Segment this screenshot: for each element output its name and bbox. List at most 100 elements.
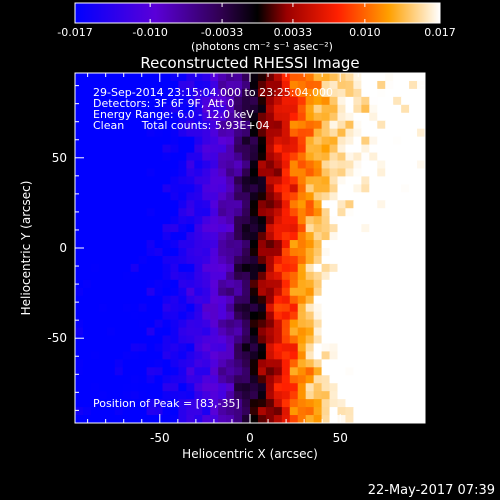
heatmap-cell	[226, 287, 235, 297]
heatmap-cell	[250, 399, 259, 408]
heatmap-cell	[234, 120, 243, 130]
heatmap-cell	[289, 73, 299, 82]
heatmap-cell	[297, 152, 307, 162]
heatmap-cell	[210, 343, 219, 352]
heatmap-cell	[234, 263, 243, 273]
heatmap-cell	[305, 279, 315, 289]
colorbar-tick-label: -0.017	[57, 26, 92, 39]
heatmap-cell	[289, 415, 299, 423]
heatmap-cell	[377, 88, 386, 98]
heatmap-cell	[82, 232, 92, 241]
heatmap-cell	[305, 232, 315, 241]
heatmap-cell	[242, 303, 251, 313]
heatmap-cell	[329, 200, 339, 209]
heatmap-cell	[122, 327, 132, 337]
heatmap-cell	[369, 168, 378, 177]
heatmap-cell	[146, 200, 156, 209]
heatmap-cell	[75, 200, 84, 209]
heatmap-cell	[122, 367, 132, 376]
heatmap-cell	[265, 383, 275, 392]
heatmap-cell	[202, 319, 211, 329]
heatmap-cell	[98, 351, 108, 360]
heatmap-cell	[297, 184, 307, 193]
heatmap-cell	[273, 383, 283, 392]
heatmap-cell	[257, 359, 267, 368]
heatmap-cell	[265, 224, 275, 233]
heatmap-cell	[226, 327, 235, 337]
heatmap-cell	[353, 88, 362, 98]
heatmap-cell	[90, 359, 100, 368]
heatmap-cell	[226, 184, 235, 193]
heatmap-cell	[138, 383, 148, 392]
heatmap-cell	[146, 311, 156, 321]
heatmap-cell	[106, 216, 116, 225]
heatmap-cell	[337, 240, 347, 249]
heatmap-cell	[401, 152, 410, 162]
heatmap-cell	[281, 88, 291, 98]
heatmap-cell	[130, 359, 140, 368]
heatmap-cell	[75, 96, 84, 106]
heatmap-cell	[305, 144, 315, 154]
heatmap-cell	[210, 407, 219, 416]
heatmap-cell	[313, 383, 323, 392]
heatmap-cell	[401, 144, 410, 154]
heatmap-cell	[75, 208, 84, 217]
heatmap-cell	[114, 240, 124, 249]
heatmap-cell	[122, 152, 132, 162]
heatmap-cell	[337, 216, 347, 225]
heatmap-cell	[337, 104, 347, 114]
heatmap-cell	[98, 128, 108, 138]
heatmap-cell	[321, 224, 331, 233]
heatmap-cell	[226, 200, 235, 209]
heatmap-cell	[257, 136, 267, 146]
heatmap-cell	[257, 327, 267, 337]
heatmap-cell	[186, 248, 195, 257]
heatmap-cell	[90, 96, 100, 106]
heatmap-cell	[353, 295, 362, 305]
heatmap-cell	[210, 160, 219, 170]
heatmap-cell	[242, 327, 251, 337]
heatmap-cell	[106, 271, 116, 281]
heatmap-cell	[130, 144, 140, 154]
heatmap-cell	[210, 279, 219, 289]
heatmap-cell	[162, 128, 172, 138]
heatmap-cell	[345, 104, 354, 114]
heatmap-cell	[385, 240, 394, 249]
heatmap-cell	[385, 224, 394, 233]
heatmap-cell	[345, 200, 354, 209]
heatmap-cell	[329, 73, 339, 82]
heatmap-cell	[401, 208, 410, 217]
heatmap-cell	[114, 295, 124, 305]
heatmap-cell	[313, 160, 323, 170]
heatmap-cell	[369, 200, 378, 209]
heatmap-cell	[273, 128, 283, 138]
heatmap-cell	[417, 112, 425, 122]
heatmap-cell	[98, 240, 108, 249]
heatmap-cell	[265, 415, 275, 423]
heatmap-cell	[98, 104, 108, 114]
heatmap-cell	[234, 232, 243, 241]
heatmap-cell	[162, 343, 172, 352]
heatmap-cell	[130, 184, 140, 193]
heatmap-cell	[321, 152, 331, 162]
heatmap-cell	[250, 240, 259, 249]
heatmap-cell	[313, 391, 323, 400]
heatmap-cell	[377, 144, 386, 154]
heatmap-cell	[353, 144, 362, 154]
heatmap-cell	[146, 224, 156, 233]
heatmap-cell	[218, 88, 227, 98]
heatmap-cell	[82, 399, 92, 408]
heatmap-cell	[218, 136, 227, 146]
heatmap-cell	[90, 287, 100, 297]
heatmap-cell	[82, 375, 92, 384]
heatmap-cell	[273, 415, 283, 423]
heatmap-cell	[114, 327, 124, 337]
heatmap-cell	[353, 383, 362, 392]
heatmap-cell	[162, 224, 172, 233]
heatmap-cell	[98, 248, 108, 257]
heatmap-cell	[273, 303, 283, 313]
heatmap-cell	[242, 255, 251, 265]
heatmap-cell	[321, 343, 331, 352]
heatmap-cell	[82, 335, 92, 345]
heatmap-cell	[369, 128, 378, 138]
